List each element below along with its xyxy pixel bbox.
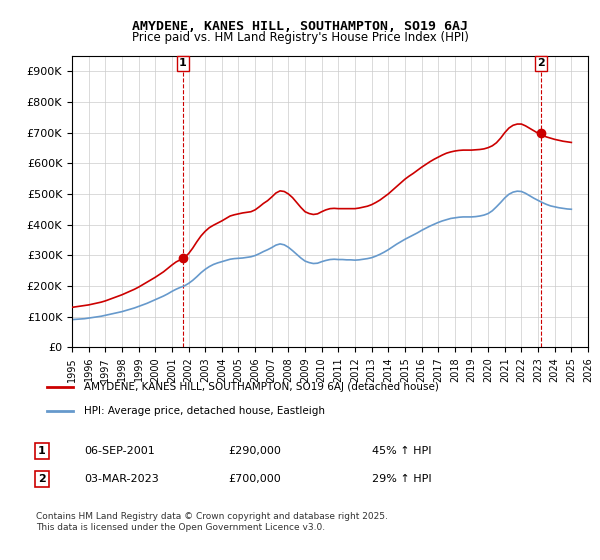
Text: 2: 2 — [537, 58, 545, 68]
Text: HPI: Average price, detached house, Eastleigh: HPI: Average price, detached house, East… — [83, 406, 325, 416]
Text: 1: 1 — [38, 446, 46, 456]
Text: Price paid vs. HM Land Registry's House Price Index (HPI): Price paid vs. HM Land Registry's House … — [131, 31, 469, 44]
Text: 06-SEP-2001: 06-SEP-2001 — [84, 446, 155, 456]
Text: 1: 1 — [179, 58, 187, 68]
Text: £290,000: £290,000 — [228, 446, 281, 456]
Text: AMYDENE, KANES HILL, SOUTHAMPTON, SO19 6AJ: AMYDENE, KANES HILL, SOUTHAMPTON, SO19 6… — [132, 20, 468, 32]
Text: 45% ↑ HPI: 45% ↑ HPI — [372, 446, 431, 456]
Text: 03-MAR-2023: 03-MAR-2023 — [84, 474, 159, 484]
Text: 2: 2 — [38, 474, 46, 484]
Text: £700,000: £700,000 — [228, 474, 281, 484]
Text: 29% ↑ HPI: 29% ↑ HPI — [372, 474, 431, 484]
Text: AMYDENE, KANES HILL, SOUTHAMPTON, SO19 6AJ (detached house): AMYDENE, KANES HILL, SOUTHAMPTON, SO19 6… — [83, 382, 439, 392]
Text: Contains HM Land Registry data © Crown copyright and database right 2025.
This d: Contains HM Land Registry data © Crown c… — [36, 512, 388, 532]
